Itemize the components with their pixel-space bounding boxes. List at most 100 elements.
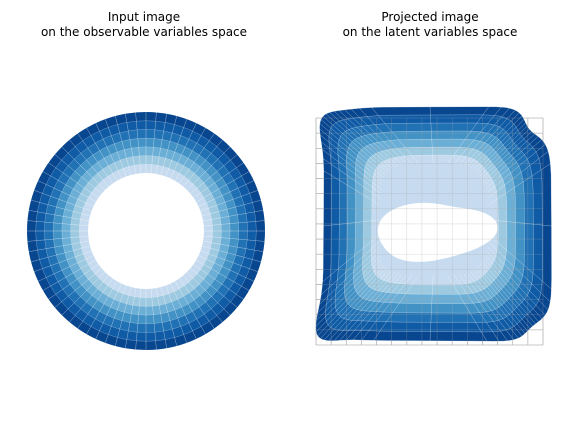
radial-segment-line [37, 255, 94, 282]
radial-segment-line [86, 281, 118, 335]
radial-segment-line [61, 146, 106, 191]
radial-segment-line [186, 271, 231, 316]
radial-segment-line [61, 271, 106, 316]
projected-segment-line [454, 275, 500, 342]
radial-segment-line [200, 190, 258, 212]
projected-segment-line [334, 272, 396, 341]
radial-segment-line [198, 255, 255, 282]
radial-segment-line [31, 245, 91, 263]
projected-segment-line [487, 144, 546, 193]
projected-segment-line [475, 267, 528, 332]
projected-segment-line [359, 108, 412, 164]
projected-image-panel: Projected image on the latent variables … [315, 10, 552, 346]
ring-edge [79, 164, 213, 298]
projected-segment-line [317, 265, 385, 336]
radial-segment-line [203, 240, 264, 252]
radial-segment-line [183, 275, 223, 323]
projected-segment-line [489, 163, 551, 205]
radial-segment-line [77, 133, 113, 184]
radial-segment-line [105, 285, 127, 343]
radial-segment-line [42, 171, 96, 203]
radial-segment-line [28, 240, 89, 252]
radial-segment-line [54, 268, 102, 308]
input-title-line-2: on the observable variables space [41, 25, 247, 39]
projected-segment-line [477, 125, 528, 175]
radial-segment-line [193, 162, 244, 198]
projected-segment-line [317, 251, 381, 314]
projected-segment-line [315, 262, 383, 332]
radial-segment-line [135, 112, 142, 174]
projected-title-line-2: on the latent variables space [343, 25, 518, 39]
radial-segment-line [190, 154, 238, 194]
radial-segment-line [198, 180, 255, 207]
radial-segment-line [183, 139, 223, 187]
radial-segment-line [150, 112, 157, 174]
projected-segment-line [344, 109, 403, 166]
projected-segment-line [325, 113, 390, 171]
projected-segment-line [320, 267, 387, 339]
projected-segment-line [323, 219, 381, 227]
radial-segment-line [203, 235, 265, 242]
projected-segment-line [470, 115, 523, 169]
projected-segment-line [447, 106, 490, 164]
projected-segment-line [487, 247, 549, 310]
radial-segment-line [27, 220, 89, 227]
projected-segment-line [483, 258, 539, 322]
projected-segment-line [361, 274, 413, 341]
projected-segment-line [463, 109, 516, 166]
radial-segment-line [155, 113, 167, 174]
radial-segment-line [48, 264, 99, 300]
projected-segment-line [315, 259, 382, 327]
radial-segment-line [203, 210, 264, 222]
projected-shape [315, 106, 552, 346]
projected-segment-line [488, 151, 549, 198]
radial-segment-line [174, 127, 206, 181]
radial-segment-line [190, 268, 238, 308]
projected-segment-line [319, 128, 383, 182]
projected-segment-line [459, 108, 510, 165]
radial-segment-line [200, 250, 258, 272]
projected-segment-line [339, 272, 399, 341]
radial-segment-line [105, 119, 127, 177]
radial-segment-line [196, 171, 250, 203]
radial-segment-line [42, 259, 96, 291]
projected-segment-line [454, 106, 502, 164]
ring-edge [35, 120, 257, 342]
projected-segment-line [477, 265, 531, 329]
projected-segment-line [481, 260, 536, 325]
radial-segment-line [125, 288, 137, 349]
projected-segment-line [319, 123, 384, 178]
ring-edge [44, 129, 248, 333]
projected-segment-line [488, 242, 551, 303]
projected-segment-line [459, 274, 508, 341]
projected-segment-line [486, 251, 546, 316]
projected-segment-line [429, 275, 434, 341]
projected-segment-line [316, 255, 381, 321]
radial-segment-line [27, 235, 89, 242]
projected-segment-line [322, 116, 388, 173]
radial-segment-line [186, 146, 231, 191]
radial-segment-line [28, 210, 89, 222]
radial-segment-line [69, 139, 109, 187]
radial-segment-line [165, 119, 187, 177]
projected-title-line-1: Projected image [381, 10, 478, 24]
projected-segment-line [322, 234, 381, 282]
radial-segment-line [203, 220, 265, 227]
projected-segment-line [353, 274, 408, 341]
ring-hole [88, 173, 204, 289]
radial-segment-line [179, 278, 215, 329]
radial-segment-line [31, 199, 91, 217]
radial-segment-line [95, 283, 122, 340]
projected-segment-line [489, 219, 552, 227]
radial-segment-line [54, 154, 102, 194]
radial-segment-line [86, 127, 118, 181]
projected-segment-line [346, 273, 403, 341]
radial-segment-line [179, 133, 215, 184]
projected-segment-line [467, 272, 519, 339]
projected-segment-line [351, 108, 407, 165]
radial-segment-line [193, 264, 244, 300]
projected-segment-line [321, 240, 381, 295]
projected-segment-line [480, 131, 532, 180]
projected-segment-line [320, 134, 382, 185]
